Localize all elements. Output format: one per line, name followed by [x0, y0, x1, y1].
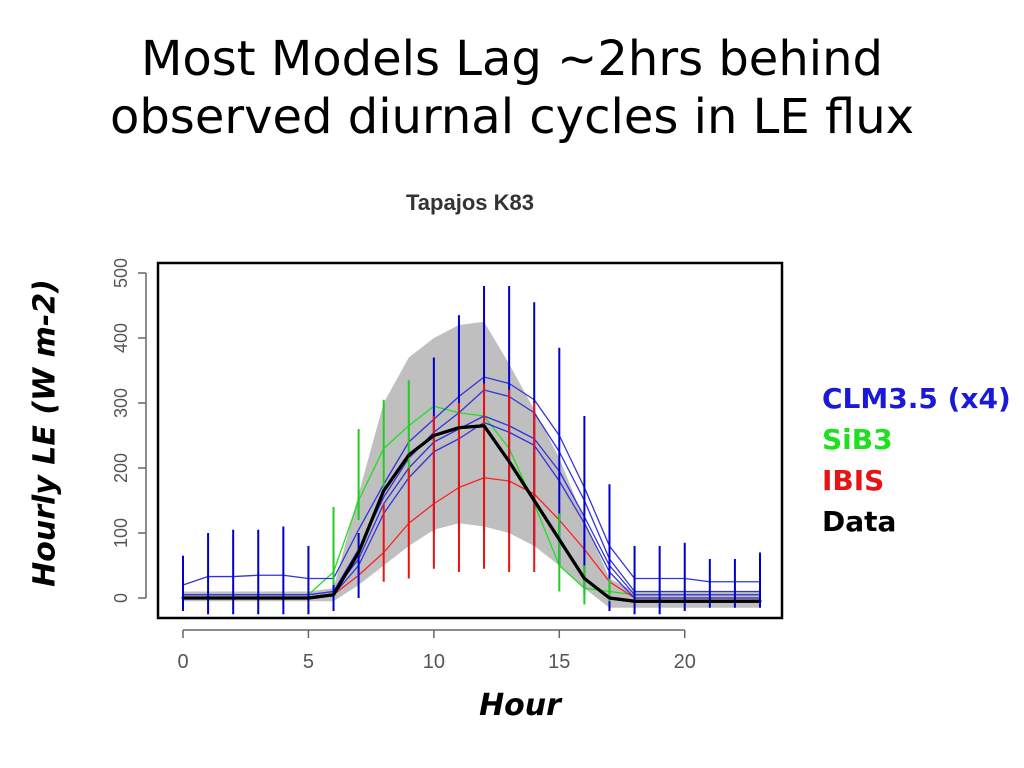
- series-line-clm3-5-5: [182, 415, 761, 596]
- slide-title-line-2: observed diurnal cycles in LE flux: [109, 89, 915, 145]
- slide-title: Most Models Lag ~2hrs behind observed di…: [0, 30, 1024, 146]
- x-tick-label-20: 20: [674, 651, 696, 673]
- x-tick-label-10: 10: [423, 651, 445, 673]
- legend-entry-sib3: SiB3: [822, 423, 893, 456]
- x-tick-label-0: 0: [177, 651, 188, 673]
- y-axis-label: Hourly LE (W m-2): [27, 279, 63, 587]
- y-tick-label-300: 300: [111, 388, 131, 418]
- y-tick-label-400: 400: [111, 323, 131, 353]
- y-tick-label-200: 200: [111, 453, 131, 483]
- chart-title: Tapajos K83: [406, 190, 534, 215]
- legend-entry-ibis: IBIS: [822, 464, 885, 497]
- y-tick-label-500: 500: [111, 258, 131, 288]
- x-tick-label-5: 5: [303, 651, 314, 673]
- x-axis-label: Hour: [479, 688, 561, 723]
- legend-entry-data: Data: [822, 505, 897, 538]
- plot-frame: [156, 261, 784, 620]
- legend: CLM3.5 (x4) SiB3 IBIS Data: [822, 378, 1011, 542]
- legend-entry-clm35: CLM3.5 (x4): [822, 382, 1011, 415]
- y-tick-label-100: 100: [111, 518, 131, 548]
- series-line-clm3-5-3: [182, 376, 761, 586]
- slide-title-line-1: Most Models Lag ~2hrs behind: [141, 31, 883, 87]
- data-uncertainty-band: [183, 321, 760, 608]
- series-line-data-top: [183, 424, 760, 603]
- x-tick-label-15: 15: [548, 651, 570, 673]
- y-tick-label-0: 0: [111, 593, 131, 603]
